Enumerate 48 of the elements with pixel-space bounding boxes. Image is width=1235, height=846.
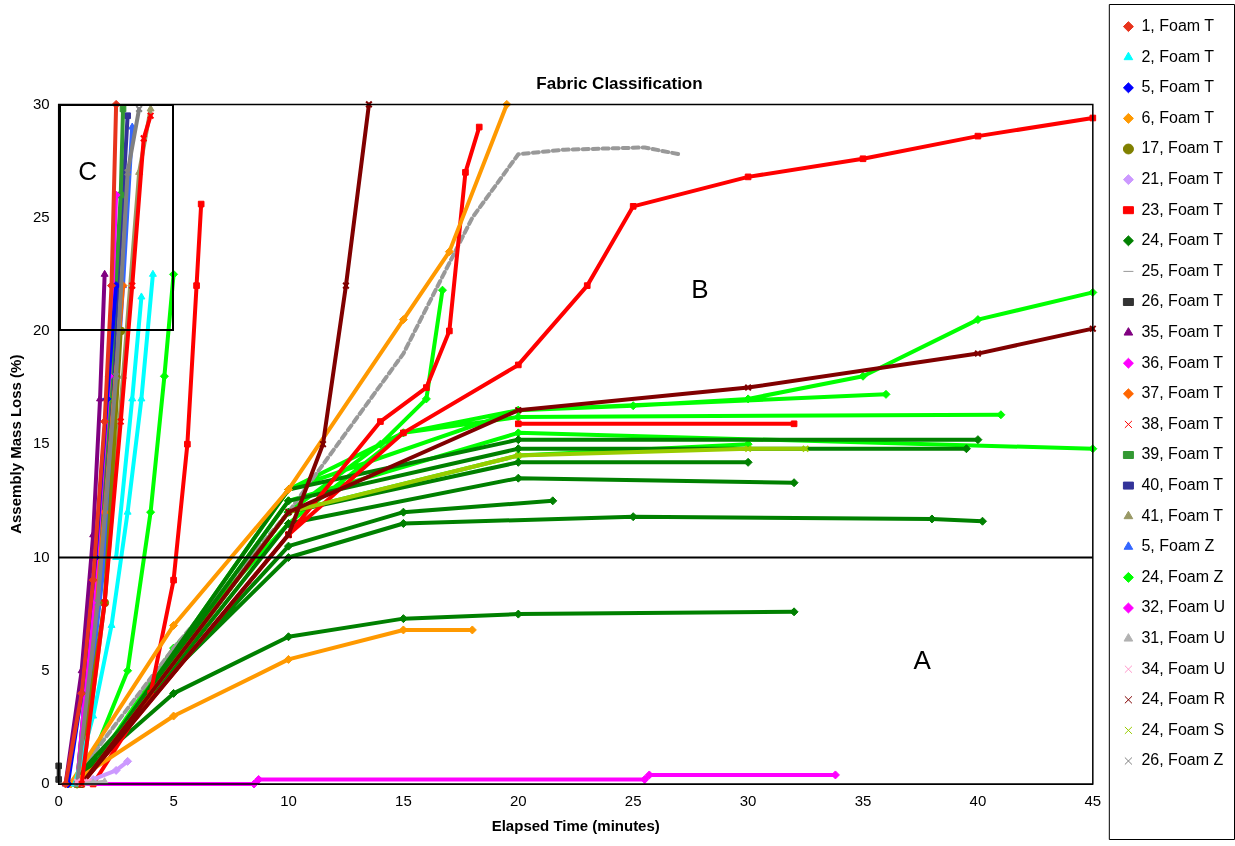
y-tick-label: 30	[33, 94, 50, 112]
legend-label: 40, Foam T	[1141, 476, 1224, 494]
x-tick-label: 5	[169, 792, 178, 810]
y-tick-label: 5	[41, 660, 50, 678]
annotation: A	[913, 644, 932, 675]
x-tick-label: 15	[395, 792, 412, 810]
chart-title: Fabric Classification	[536, 73, 703, 93]
legend-label: 34, Foam U	[1141, 659, 1226, 677]
annotation: C	[78, 155, 98, 186]
legend-label: 41, Foam T	[1141, 506, 1224, 524]
y-tick-label: 0	[41, 774, 50, 792]
legend-label: 32, Foam U	[1141, 598, 1226, 616]
legend-label: 39, Foam T	[1141, 445, 1224, 463]
legend-label: 37, Foam T	[1141, 384, 1224, 402]
legend-label: 35, Foam T	[1141, 323, 1224, 341]
legend-label: 5, Foam T	[1141, 78, 1215, 96]
x-axis-title: Elapsed Time (minutes)	[491, 817, 660, 835]
legend-label: 24, Foam Z	[1141, 567, 1224, 585]
legend-label: 17, Foam T	[1141, 139, 1224, 157]
legend-label: 6, Foam T	[1141, 108, 1215, 126]
legend-label: 1, Foam T	[1141, 17, 1215, 35]
legend-label: 24, Foam S	[1141, 720, 1225, 738]
y-tick-label: 10	[33, 547, 50, 565]
legend-label: 26, Foam Z	[1141, 751, 1224, 769]
legend-label: 36, Foam T	[1141, 353, 1224, 371]
x-tick-label: 35	[854, 792, 872, 810]
x-tick-label: 10	[280, 792, 297, 810]
legend-label: 25, Foam T	[1141, 261, 1224, 279]
y-axis-title: Assembly Mass Loss (%)	[7, 354, 25, 534]
x-tick-label: 25	[624, 792, 642, 810]
legend-label: 23, Foam T	[1141, 200, 1224, 218]
x-tick-label: 0	[54, 792, 63, 810]
legend-label: 24, Foam T	[1141, 231, 1224, 249]
annotation: B	[691, 274, 709, 305]
legend-label: 21, Foam T	[1141, 170, 1224, 188]
legend-label: 38, Foam T	[1141, 414, 1224, 432]
x-tick-label: 40	[969, 792, 987, 810]
legend-label: 5, Foam Z	[1141, 537, 1215, 555]
legend-label: 24, Foam R	[1141, 690, 1226, 708]
x-tick-label: 45	[1084, 792, 1102, 810]
y-tick-label: 25	[33, 207, 50, 225]
legend-label: 31, Foam U	[1141, 629, 1226, 647]
y-tick-label: 20	[33, 321, 50, 339]
x-tick-label: 20	[509, 792, 527, 810]
x-tick-label: 30	[739, 792, 757, 810]
legend-label: 2, Foam T	[1141, 47, 1215, 65]
y-tick-label: 15	[33, 434, 50, 452]
legend-label: 26, Foam T	[1141, 292, 1224, 310]
